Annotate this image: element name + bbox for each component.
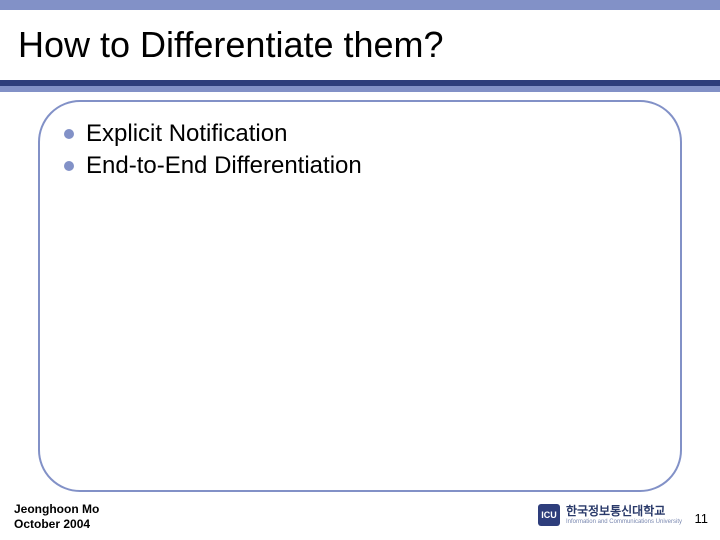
page-number: 11 <box>695 511 709 526</box>
top-accent-strip <box>0 0 720 10</box>
slide: How to Differentiate them? Explicit Noti… <box>0 0 720 540</box>
title-area: How to Differentiate them? <box>0 10 720 80</box>
bullet-text: End-to-End Differentiation <box>86 152 362 180</box>
author-name: Jeonghoon Mo <box>14 502 99 517</box>
bullet-text: Explicit Notification <box>86 120 287 148</box>
logo-korean-text: 한국정보통신대학교 <box>566 505 682 517</box>
bullet-icon <box>64 161 74 171</box>
logo-english-text: Information and Communications Universit… <box>566 519 682 525</box>
logo-badge-text: ICU <box>541 510 557 520</box>
bullet-list: Explicit Notification End-to-End Differe… <box>64 120 656 184</box>
university-logo: ICU 한국정보통신대학교 Information and Communicat… <box>538 500 682 530</box>
list-item: Explicit Notification <box>64 120 656 148</box>
logo-badge-icon: ICU <box>538 504 560 526</box>
author-date: October 2004 <box>14 517 99 532</box>
logo-text-block: 한국정보통신대학교 Information and Communications… <box>566 505 682 525</box>
footer-author: Jeonghoon Mo October 2004 <box>14 502 99 532</box>
content-frame: Explicit Notification End-to-End Differe… <box>38 100 682 492</box>
slide-title: How to Differentiate them? <box>18 24 444 66</box>
title-divider-light <box>0 86 720 92</box>
bullet-icon <box>64 129 74 139</box>
list-item: End-to-End Differentiation <box>64 152 656 180</box>
